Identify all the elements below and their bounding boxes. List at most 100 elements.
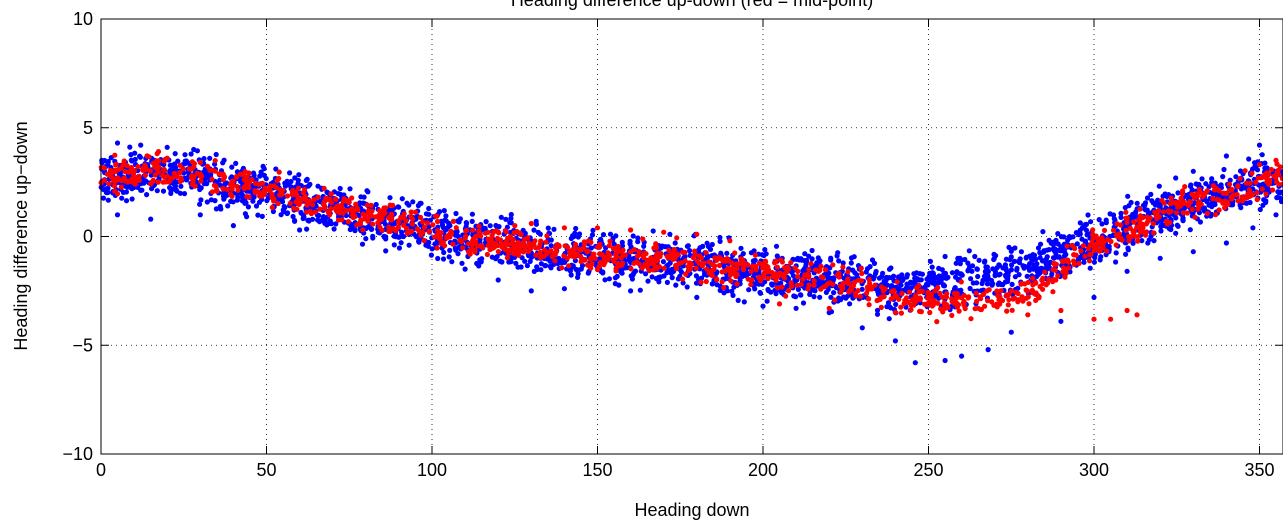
blue-point [741,299,747,305]
red-point [235,187,241,193]
blue-point [1081,225,1087,231]
blue-point [764,298,770,304]
red-point [113,161,119,167]
red-point [1135,234,1141,240]
red-point [975,305,981,311]
blue-point [985,347,991,353]
red-point [396,218,402,224]
red-point [228,182,234,188]
blue-point [300,215,306,222]
red-point [1009,307,1015,313]
blue-point [917,271,923,277]
blue-point [173,187,179,193]
red-point [1134,312,1140,318]
red-point [536,244,542,250]
red-point [1198,201,1204,207]
blue-point [959,353,965,359]
red-point [434,213,440,219]
blue-point [1263,186,1269,192]
blue-point [1009,262,1015,268]
red-point [526,240,532,246]
blue-point [527,258,533,264]
blue-point [768,289,774,295]
red-point [597,251,603,257]
blue-point [637,287,643,293]
blue-point [1221,166,1227,173]
red-point [212,168,218,174]
red-point [751,263,757,269]
red-point [1239,194,1245,200]
red-point [1101,240,1107,246]
red-point [362,216,368,222]
blue-point [958,257,965,263]
blue-point [1160,193,1166,199]
blue-point [983,269,989,275]
blue-point [184,177,190,183]
red-point [704,266,710,272]
blue-point [1016,272,1022,278]
red-point [783,293,789,299]
red-point [776,301,783,307]
blue-point [1280,168,1283,175]
red-point [241,177,247,183]
red-point [721,285,727,291]
blue-point [172,183,178,189]
blue-point [966,248,972,254]
blue-point [823,289,830,295]
blue-point [261,166,267,172]
blue-point [453,210,459,217]
red-point [279,191,285,198]
blue-point [1158,228,1164,234]
red-point [465,241,472,247]
blue-point [940,275,946,281]
red-point [275,200,281,207]
blue-point [942,253,948,260]
red-point [198,178,204,184]
blue-point [188,151,194,157]
red-point [763,268,769,274]
red-point [774,285,781,291]
red-point [1273,157,1279,163]
blue-point [645,278,651,284]
blue-point [144,192,150,198]
blue-point [656,276,662,282]
blue-point [250,170,257,176]
blue-point [167,185,173,191]
red-point [1182,184,1188,190]
blue-point [221,196,227,202]
blue-point [1038,265,1044,271]
blue-point [508,215,514,221]
blue-point [104,190,110,196]
red-point [291,205,297,211]
red-point [1247,189,1253,195]
red-point [295,185,302,191]
red-point [386,224,392,230]
red-point [916,282,922,289]
red-point [682,249,688,255]
red-point [1064,243,1070,249]
blue-point [1011,258,1018,264]
blue-point [1273,212,1279,218]
red-point [160,172,166,178]
red-point [340,210,346,216]
red-point [1090,227,1096,233]
red-point [401,222,407,228]
blue-point [242,200,248,206]
red-point [380,212,386,218]
red-point [1264,179,1270,185]
blue-point [531,227,537,233]
red-point [420,219,426,225]
red-point [401,211,407,217]
red-point [1033,280,1039,286]
red-point [509,246,515,252]
blue-point [684,284,690,290]
red-point [1180,188,1186,194]
blue-point [1038,241,1044,247]
red-point [421,237,427,244]
red-point [408,209,414,215]
red-point [1022,281,1028,287]
red-point [1168,195,1174,201]
blue-point [996,262,1002,268]
blue-point [1004,271,1011,277]
red-point [108,170,114,176]
